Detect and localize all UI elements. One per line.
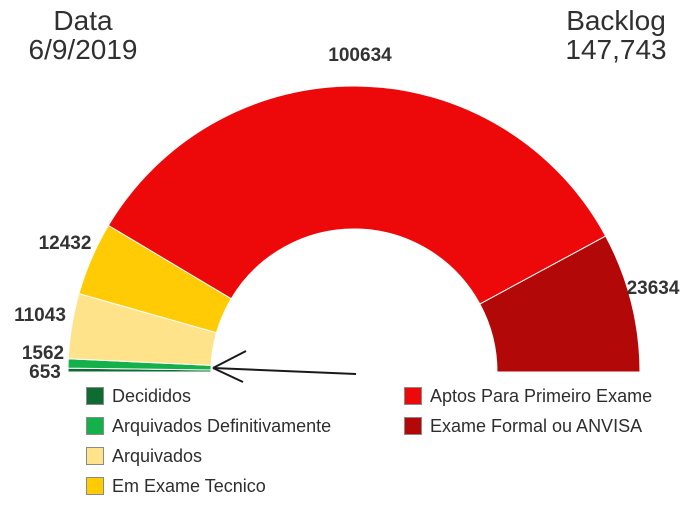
slice-value-label: 12432: [38, 233, 92, 254]
slice-value-label: 100634: [328, 45, 392, 66]
legend-swatch-icon: [86, 417, 104, 435]
backlog-label: Backlog: [566, 5, 666, 36]
slice-value-label: 11043: [14, 305, 66, 326]
legend-swatch-icon: [86, 387, 104, 405]
date-value: 6/9/2019: [28, 34, 138, 66]
backlog-value: 147,743: [565, 34, 667, 66]
date-label: Data: [53, 5, 113, 36]
slice-value-label: 653: [29, 362, 61, 383]
slice-value-label: 1562: [21, 343, 65, 364]
pie-slice: [479, 235, 641, 373]
legend-swatch-icon: [404, 417, 422, 435]
date-title-block: Data 6/9/2019: [10, 6, 156, 64]
pie-slice: [107, 85, 607, 305]
legend-item: Decididos: [86, 385, 331, 407]
legend-label: Exame Formal ou ANVISA: [430, 415, 643, 436]
legend-swatch-icon: [404, 387, 422, 405]
legend-item: Exame Formal ou ANVISA: [404, 415, 652, 437]
legend-label: Aptos Para Primeiro Exame: [430, 385, 653, 406]
legend-label: Em Exame Tecnico: [112, 475, 266, 496]
annotation-arrow-barb: [212, 367, 244, 383]
legend-item: Arquivados: [86, 445, 331, 467]
legend-label: Arquivados: [112, 445, 203, 466]
legend-swatch-icon: [86, 477, 104, 495]
legend-swatch-icon: [86, 447, 104, 465]
legend-item: Em Exame Tecnico: [86, 475, 331, 497]
annotation-arrow-barb: [212, 350, 247, 369]
backlog-title-block: Backlog 147,743: [546, 6, 686, 64]
legend-right-column: Aptos Para Primeiro Exame Exame Formal ou…: [404, 385, 652, 445]
legend-label: Arquivados Definitivamente: [112, 415, 332, 436]
legend-item: Arquivados Definitivamente: [86, 415, 331, 437]
slice-value-label: 23634: [626, 278, 680, 299]
legend-label: Decididos: [112, 385, 192, 406]
legend-item: Aptos Para Primeiro Exame: [404, 385, 652, 407]
annotation-arrow-shaft: [212, 367, 357, 375]
legend-left-column: Decididos Arquivados Definitivamente Arqui…: [86, 385, 331, 505]
